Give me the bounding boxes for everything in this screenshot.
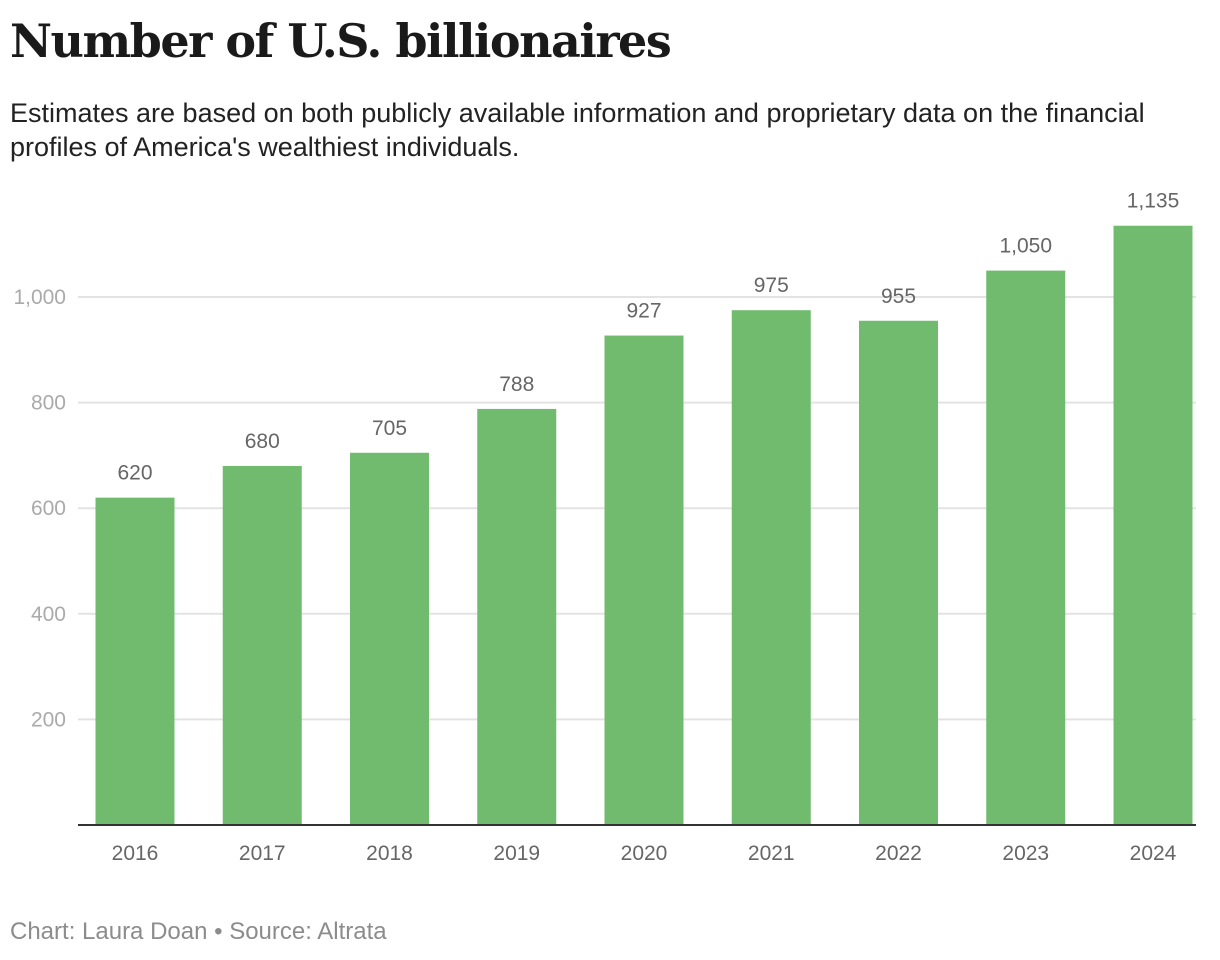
x-tick-label: 2016 — [112, 842, 159, 865]
x-tick-label: 2022 — [875, 842, 922, 865]
bar-2019 — [477, 408, 557, 825]
bar-2021 — [731, 310, 811, 825]
x-tick-label: 2023 — [1002, 842, 1049, 865]
bar-2020 — [604, 335, 684, 825]
y-tick-label: 1,000 — [13, 286, 66, 309]
bar-2018 — [350, 452, 429, 825]
bar-2016 — [95, 497, 175, 825]
chart-title: Number of U.S. billionaires — [10, 14, 672, 68]
x-tick-label: 2019 — [493, 842, 540, 865]
data-label: 788 — [499, 373, 534, 396]
y-tick-label: 200 — [31, 708, 66, 731]
x-tick-label: 2018 — [366, 842, 413, 865]
data-label: 927 — [626, 300, 661, 323]
y-tick-label: 600 — [31, 497, 66, 520]
chart-subtitle: Estimates are based on both publicly ava… — [10, 98, 1145, 162]
data-label: 955 — [881, 285, 916, 308]
y-tick-label: 400 — [31, 603, 66, 626]
data-label: 620 — [117, 462, 152, 485]
data-label: 680 — [245, 430, 280, 453]
bar-2022 — [859, 320, 938, 825]
x-tick-label: 2020 — [621, 842, 668, 865]
data-label: 975 — [754, 274, 789, 297]
data-label: 1,135 — [1127, 190, 1180, 213]
x-tick-label: 2017 — [239, 842, 286, 865]
bar-2023 — [986, 270, 1066, 826]
x-tick-label: 2021 — [748, 842, 795, 865]
chart-footer: Chart: Laura Doan • Source: Altrata — [10, 918, 387, 945]
data-label: 1,050 — [999, 235, 1052, 258]
bar-2017 — [222, 465, 302, 825]
y-tick-label: 800 — [31, 392, 66, 415]
x-tick-label: 2024 — [1130, 842, 1177, 865]
bar-2024 — [1113, 225, 1193, 826]
data-label: 705 — [372, 417, 407, 440]
